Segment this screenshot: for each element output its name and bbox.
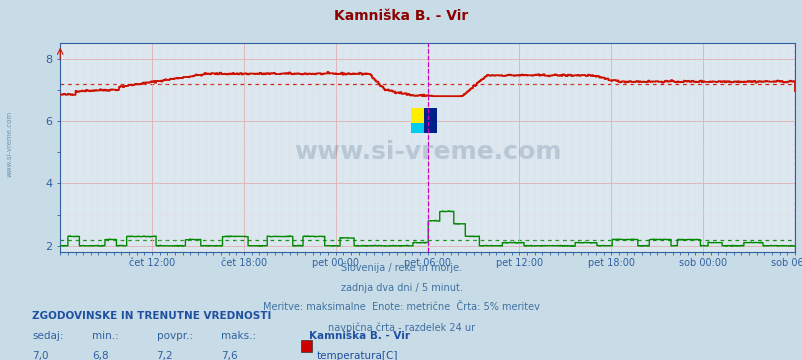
Text: Slovenija / reke in morje.: Slovenija / reke in morje.	[341, 263, 461, 273]
Text: www.si-vreme.com: www.si-vreme.com	[6, 111, 12, 177]
Text: temperatura[C]: temperatura[C]	[317, 351, 398, 360]
Text: Kamniška B. - Vir: Kamniška B. - Vir	[334, 9, 468, 23]
Text: Kamniška B. - Vir: Kamniška B. - Vir	[309, 331, 410, 341]
Text: Meritve: maksimalne  Enote: metrične  Črta: 5% meritev: Meritve: maksimalne Enote: metrične Črta…	[263, 302, 539, 312]
Text: ZGODOVINSKE IN TRENUTNE VREDNOSTI: ZGODOVINSKE IN TRENUTNE VREDNOSTI	[32, 311, 271, 321]
Text: sedaj:: sedaj:	[32, 331, 63, 341]
Text: zadnja dva dni / 5 minut.: zadnja dva dni / 5 minut.	[340, 283, 462, 293]
Text: 7,2: 7,2	[156, 351, 173, 360]
Text: www.si-vreme.com: www.si-vreme.com	[294, 140, 561, 164]
Bar	[410, 122, 423, 132]
Text: min.:: min.:	[92, 331, 119, 341]
Text: 7,0: 7,0	[32, 351, 49, 360]
Text: povpr.:: povpr.:	[156, 331, 192, 341]
Text: 6,8: 6,8	[92, 351, 109, 360]
Text: navpična črta - razdelek 24 ur: navpična črta - razdelek 24 ur	[327, 322, 475, 333]
Text: 7,6: 7,6	[221, 351, 237, 360]
Bar	[423, 108, 436, 132]
Text: maks.:: maks.:	[221, 331, 256, 341]
Bar	[410, 108, 423, 122]
